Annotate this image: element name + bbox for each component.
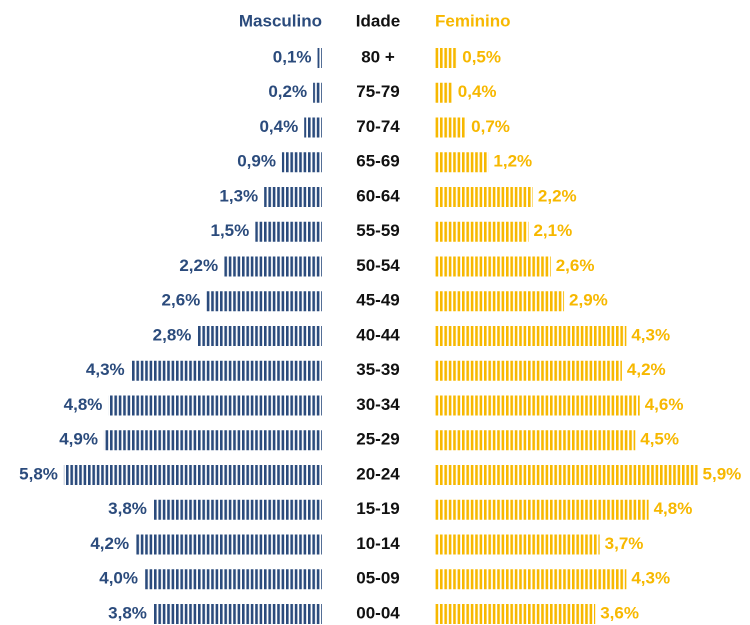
bar <box>435 395 640 416</box>
value-label: 0,7% <box>471 117 510 136</box>
bar <box>264 187 322 207</box>
category-label: 25-29 <box>356 430 399 449</box>
category-label: 30-34 <box>356 395 400 414</box>
bar <box>135 534 322 555</box>
value-label: 4,6% <box>645 395 684 414</box>
bar <box>435 152 489 173</box>
value-label: 0,4% <box>458 82 497 101</box>
category-label: 05-09 <box>356 569 399 588</box>
value-label: 2,1% <box>533 221 572 240</box>
value-label: 2,6% <box>556 256 595 275</box>
value-label: 4,3% <box>86 360 125 379</box>
value-label: 3,8% <box>108 603 147 622</box>
category-label: 40-44 <box>356 325 400 344</box>
value-label: 1,5% <box>211 221 250 240</box>
category-label: 15-19 <box>356 499 399 518</box>
category-label: 80 + <box>361 47 395 66</box>
category-label: 20-24 <box>356 464 400 483</box>
category-header: Idade <box>356 11 400 30</box>
category-label: 55-59 <box>356 221 399 240</box>
category-label: 70-74 <box>356 117 400 136</box>
bar <box>435 326 627 346</box>
category-label: 75-79 <box>356 82 399 101</box>
value-label: 4,9% <box>59 430 98 449</box>
category-label: 60-64 <box>356 186 400 205</box>
bar <box>435 117 467 138</box>
value-label: 2,8% <box>153 325 192 344</box>
bar <box>435 430 636 451</box>
value-label: 0,9% <box>237 152 276 171</box>
value-label: 4,5% <box>640 430 679 449</box>
value-label: 2,2% <box>538 186 577 205</box>
bar <box>435 187 533 207</box>
category-label: 65-69 <box>356 152 399 171</box>
bar <box>435 569 627 590</box>
value-label: 4,3% <box>631 325 670 344</box>
category-label: 50-54 <box>356 256 400 275</box>
category-label: 00-04 <box>356 603 400 622</box>
value-label: 4,2% <box>90 534 129 553</box>
bar <box>435 604 596 624</box>
value-label: 2,6% <box>162 291 201 310</box>
bar <box>255 221 322 242</box>
value-label: 0,5% <box>462 47 501 66</box>
bar <box>317 48 322 68</box>
value-label: 2,9% <box>569 291 608 310</box>
bar <box>313 82 322 103</box>
bar <box>108 395 323 416</box>
legend-label: Masculino <box>239 11 322 30</box>
bar <box>435 291 565 312</box>
bar <box>152 499 322 520</box>
value-label: 0,4% <box>259 117 298 136</box>
value-label: 3,6% <box>600 603 639 622</box>
bar <box>144 569 322 590</box>
value-label: 0,1% <box>273 47 312 66</box>
bar <box>103 430 322 451</box>
bar <box>435 221 529 242</box>
bar <box>206 291 322 312</box>
bar <box>435 534 600 555</box>
value-label: 4,3% <box>631 569 670 588</box>
bar <box>435 48 458 68</box>
value-label: 5,9% <box>703 464 742 483</box>
bar <box>63 465 323 485</box>
value-label: 4,8% <box>64 395 103 414</box>
bar <box>152 604 322 624</box>
bar <box>281 152 322 173</box>
category-label: 35-39 <box>356 360 399 379</box>
value-label: 1,2% <box>493 152 532 171</box>
bar <box>435 256 551 277</box>
bar <box>304 117 322 138</box>
legend-label: Feminino <box>435 11 511 30</box>
bar <box>435 82 453 103</box>
value-label: 4,2% <box>627 360 666 379</box>
value-label: 3,8% <box>108 499 147 518</box>
value-label: 1,3% <box>219 186 258 205</box>
bar <box>224 256 322 277</box>
value-label: 4,0% <box>99 569 138 588</box>
value-label: 5,8% <box>19 464 58 483</box>
value-label: 3,7% <box>605 534 644 553</box>
value-label: 2,2% <box>179 256 218 275</box>
category-label: 10-14 <box>356 534 400 553</box>
bar <box>435 360 622 381</box>
category-label: 45-49 <box>356 291 399 310</box>
value-label: 4,8% <box>654 499 693 518</box>
bar <box>130 360 322 381</box>
bar <box>197 326 322 346</box>
value-label: 0,2% <box>268 82 307 101</box>
bar <box>435 465 698 485</box>
bar <box>435 499 649 520</box>
